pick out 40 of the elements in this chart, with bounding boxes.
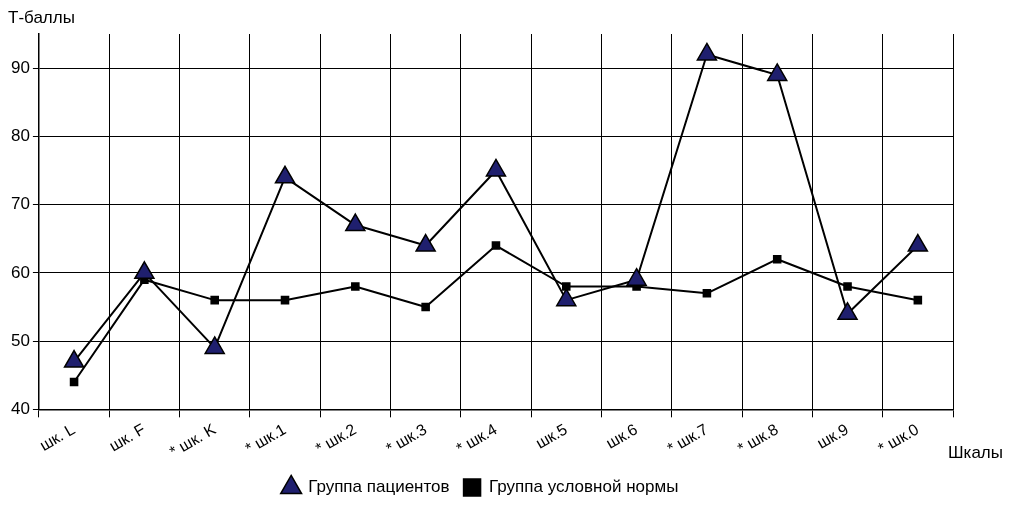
point [772, 254, 782, 264]
y-tick-label: 70 [10, 194, 30, 214]
point [843, 282, 852, 291]
x-tick-label: шк.5 [532, 420, 571, 452]
point [274, 165, 296, 184]
y-axis-title: Т-баллы [8, 7, 75, 27]
point [702, 289, 712, 298]
y-tick-label: 40 [10, 399, 30, 419]
x-tick-label: шк. L [36, 420, 78, 454]
x-axis-title: Шкалы [948, 442, 1003, 462]
x-tick-label: * шк.3 [382, 420, 430, 457]
x-tick-label: шк.6 [603, 420, 641, 452]
point [69, 377, 79, 387]
x-tick-label: * шк.2 [312, 420, 360, 457]
point [561, 282, 571, 291]
x-tick-label: * шк.0 [875, 420, 922, 457]
y-tick-label: 60 [10, 262, 30, 282]
legend-label: Группа условной нормы [489, 477, 679, 497]
point [491, 241, 501, 250]
x-tick-label: * шк. K [166, 420, 219, 461]
x-tick-label: шк. F [106, 420, 149, 455]
point [421, 302, 430, 312]
point [913, 295, 923, 305]
point [351, 282, 360, 291]
y-tick-label: 80 [10, 126, 30, 146]
point [766, 63, 788, 82]
point [280, 295, 290, 305]
x-tick-label: * шк.8 [734, 420, 782, 457]
point [345, 213, 366, 232]
point [210, 295, 219, 305]
legend-label: Группа пациентов [308, 477, 450, 497]
y-tick-label: 90 [10, 57, 30, 77]
y-tick-label: 50 [10, 330, 30, 350]
x-tick-label: шк.9 [814, 420, 852, 452]
point [696, 42, 718, 61]
x-tick-label: * шк.7 [664, 420, 711, 457]
point [134, 261, 155, 280]
x-tick-label: * шк.1 [242, 420, 289, 457]
x-tick-label: * шк.4 [453, 420, 500, 457]
point [485, 158, 507, 177]
